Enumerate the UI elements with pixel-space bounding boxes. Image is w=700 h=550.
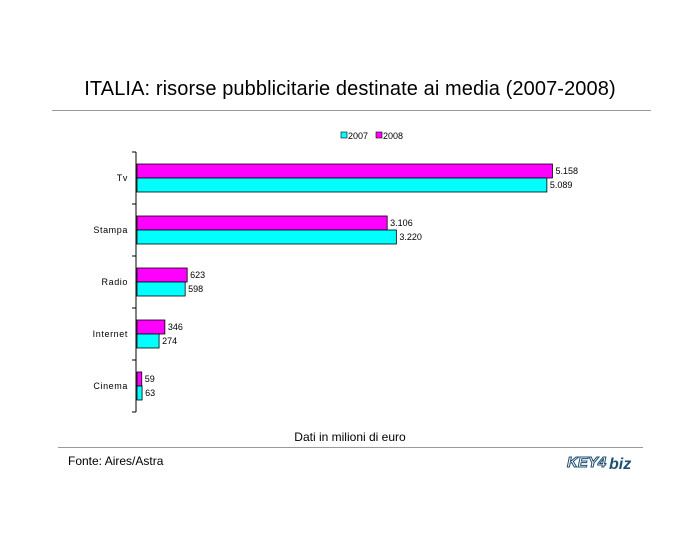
bar-stampa-2007 xyxy=(136,229,397,245)
legend-swatch-2008 xyxy=(375,131,383,139)
legend-label-2008: 2008 xyxy=(383,131,403,141)
legend-label-2007: 2007 xyxy=(348,131,368,141)
bars: 5.158 5.089 3.106 3.220 623 598 346 274 59 63 xyxy=(136,163,578,401)
data-label-internet-2008: 346 xyxy=(168,322,183,332)
data-label-cinema-2007: 63 xyxy=(145,388,155,398)
logo-part-2: biz xyxy=(609,456,631,473)
footer-divider xyxy=(58,447,643,448)
logo-part-1: KEY4 xyxy=(567,454,607,471)
bar-tv-2008 xyxy=(136,163,553,179)
legend: 2007 2008 xyxy=(340,131,403,141)
category-label-cinema: Cinema xyxy=(93,381,128,391)
bar-tv-2007 xyxy=(136,177,548,193)
data-label-tv-2008: 5.158 xyxy=(555,166,578,176)
data-label-tv-2007: 5.089 xyxy=(550,180,573,190)
bar-cinema-2008 xyxy=(136,371,143,387)
bar-internet-2007 xyxy=(136,333,160,349)
data-label-internet-2007: 274 xyxy=(162,336,177,346)
bar-radio-2008 xyxy=(136,267,188,283)
category-label-internet: Internet xyxy=(93,329,128,339)
bar-chart: 2007 2008 Tv Stampa Radio Internet Cinema 5.1… xyxy=(93,131,578,413)
data-label-radio-2008: 623 xyxy=(190,270,205,280)
source-note: Fonte: Aires/Astra xyxy=(68,454,164,468)
bar-internet-2008 xyxy=(136,319,166,335)
category-axis: Tv Stampa Radio Internet Cinema xyxy=(93,151,137,413)
bar-cinema-2007 xyxy=(136,385,143,401)
category-label-tv: Tv xyxy=(117,173,128,183)
category-label-stampa: Stampa xyxy=(93,225,128,235)
key4biz-logo: KEY4 biz xyxy=(567,454,632,474)
legend-swatch-2007 xyxy=(340,131,348,139)
data-label-radio-2007: 598 xyxy=(188,284,203,294)
category-label-radio: Radio xyxy=(101,277,128,287)
chart-title: ITALIA: risorse pubblicitarie destinate … xyxy=(84,78,616,100)
x-axis-label: Dati in milioni di euro xyxy=(294,430,406,444)
data-label-stampa-2007: 3.220 xyxy=(399,232,422,242)
bar-stampa-2008 xyxy=(136,215,388,231)
data-label-cinema-2008: 59 xyxy=(145,374,155,384)
title-divider xyxy=(52,110,651,111)
data-label-stampa-2008: 3.106 xyxy=(390,218,413,228)
bar-radio-2007 xyxy=(136,281,186,297)
